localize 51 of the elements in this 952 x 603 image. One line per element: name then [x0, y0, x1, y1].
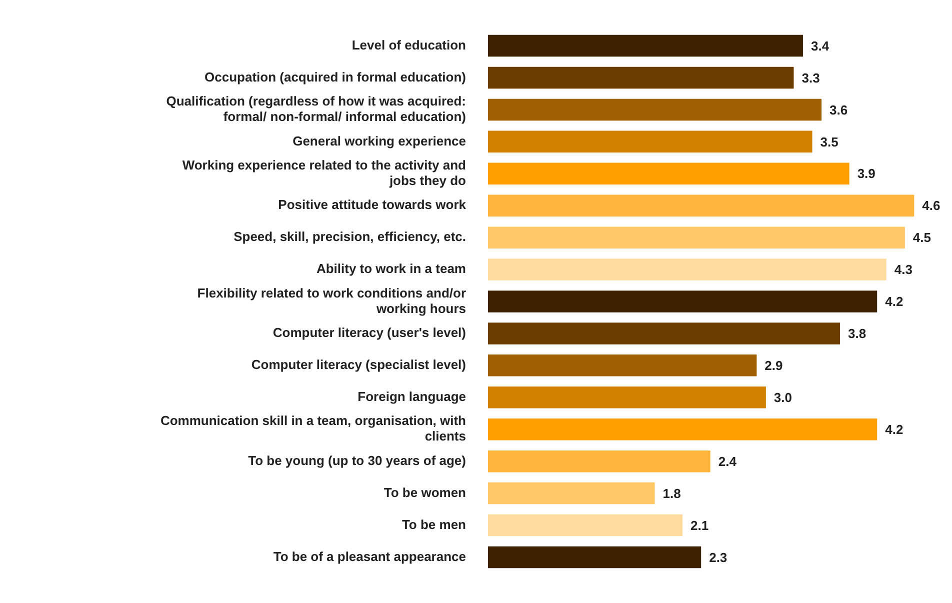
data-label: 4.6	[922, 198, 940, 214]
y-tick-label: To be of a pleasant appearance	[273, 548, 466, 564]
bar	[488, 514, 683, 536]
y-tick-label: General working experience	[292, 133, 466, 148]
bar	[488, 546, 702, 568]
data-label: 4.2	[885, 294, 904, 310]
y-tick-label: Positive attitude towards work	[278, 197, 467, 212]
data-label: 3.6	[830, 102, 848, 118]
y-tick-label: Communication skill in a team, organisation, with clients	[160, 413, 466, 444]
bar	[488, 130, 812, 153]
data-label: 2.1	[690, 518, 709, 533]
bar	[488, 482, 655, 504]
bar	[488, 34, 803, 57]
y-tick-label: To be young (up to 30 years of age)	[248, 452, 466, 468]
bar	[488, 162, 850, 185]
y-tick-label: Computer literacy (user's level)	[272, 325, 466, 340]
y-tick-label: Working experience related to the activity and jobs they do	[182, 157, 466, 188]
data-label: 3.5	[820, 134, 838, 150]
data-label: 2.3	[709, 550, 728, 565]
data-label: 4.5	[912, 230, 931, 246]
bar	[488, 322, 840, 344]
data-label: 4.3	[894, 262, 912, 278]
data-label: 3.3	[802, 70, 820, 86]
y-tick-label: Flexibility related to work conditions and/or working hours	[197, 285, 466, 316]
bar	[488, 66, 794, 89]
bar	[488, 290, 878, 312]
y-tick-label: Ability to work in a team	[316, 261, 466, 276]
bar	[488, 258, 886, 280]
bar	[488, 354, 757, 376]
y-tick-label: Speed, skill, precision, efficiency, etc.	[234, 229, 466, 244]
y-tick-label: To be women	[384, 484, 466, 500]
y-tick-label: To be men	[402, 516, 466, 532]
bar	[488, 98, 822, 121]
data-label: 3.4	[810, 38, 830, 54]
y-tick-label: Occupation (acquired in formal education)	[204, 69, 466, 84]
data-label: 1.8	[662, 486, 681, 501]
bar	[488, 226, 905, 248]
data-label: 2.4	[718, 454, 738, 469]
data-label: 4.2	[885, 422, 904, 437]
y-tick-label: Foreign language	[358, 388, 466, 404]
data-label: 2.9	[764, 358, 783, 374]
data-label: 3.0	[774, 390, 792, 405]
bar	[488, 386, 766, 408]
y-tick-label: Level of education	[352, 37, 466, 52]
bar	[488, 418, 878, 440]
y-tick-label: Computer literacy (specialist level)	[251, 357, 466, 372]
data-label: 3.8	[848, 326, 866, 342]
bar	[488, 450, 710, 472]
bar	[488, 194, 914, 216]
y-tick-label: Qualification (regardless of how it was acquired: formal/ non-formal/ informal education)	[166, 93, 466, 124]
data-label: 3.9	[857, 166, 876, 182]
